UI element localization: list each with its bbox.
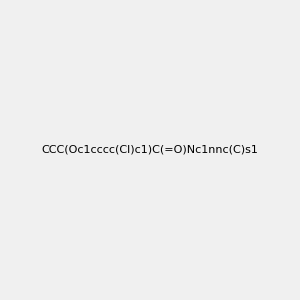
Text: CCC(Oc1cccc(Cl)c1)C(=O)Nc1nnc(C)s1: CCC(Oc1cccc(Cl)c1)C(=O)Nc1nnc(C)s1	[42, 145, 258, 155]
